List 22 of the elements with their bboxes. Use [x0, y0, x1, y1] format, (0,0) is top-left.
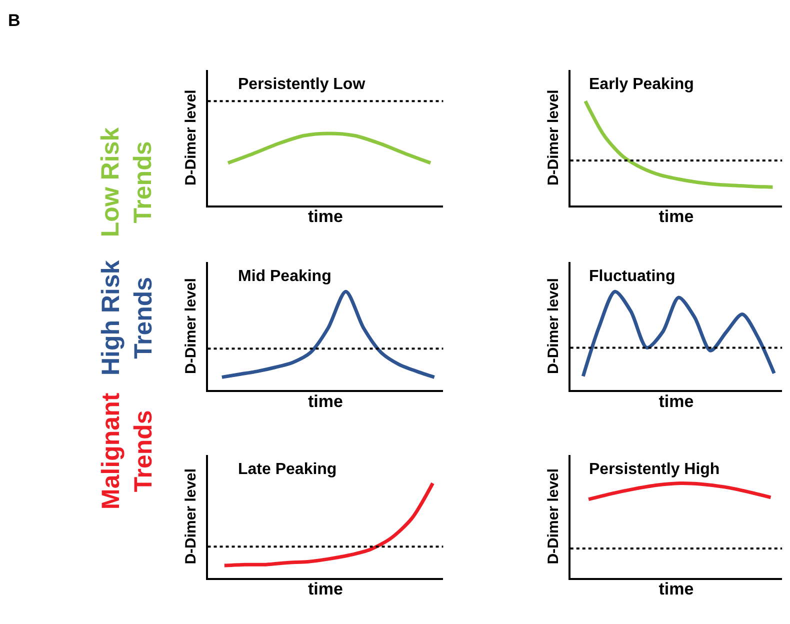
x-axis-title: time — [658, 580, 694, 599]
text: Low Risk Trends — [96, 127, 157, 238]
y-axis-title: D-Dimer level — [545, 90, 562, 186]
text: High Risk Trends — [97, 260, 158, 376]
x-axis-title: time — [658, 207, 694, 226]
chart-title: Mid Peaking — [238, 268, 332, 285]
chart-title: Early Peaking — [589, 76, 694, 93]
chart-title: Late Peaking — [238, 461, 337, 478]
chart-title: Persistently Low — [238, 76, 366, 93]
y-axis-title: D-Dimer level — [545, 278, 562, 374]
chart-title: Persistently High — [589, 461, 720, 478]
text: Malignant Trends — [97, 392, 158, 510]
x-axis-title: time — [308, 392, 343, 411]
y-axis-title: D-Dimer level — [182, 90, 200, 186]
y-axis-title: D-Dimer level — [182, 468, 200, 564]
x-axis-title: time — [308, 207, 343, 226]
chart-title: Fluctuating — [589, 268, 676, 285]
x-axis-title: time — [308, 580, 343, 599]
y-axis-title: D-Dimer level — [182, 278, 200, 374]
x-axis-title: time — [658, 392, 694, 411]
text: B — [8, 11, 20, 30]
y-axis-title: D-Dimer level — [545, 468, 562, 564]
